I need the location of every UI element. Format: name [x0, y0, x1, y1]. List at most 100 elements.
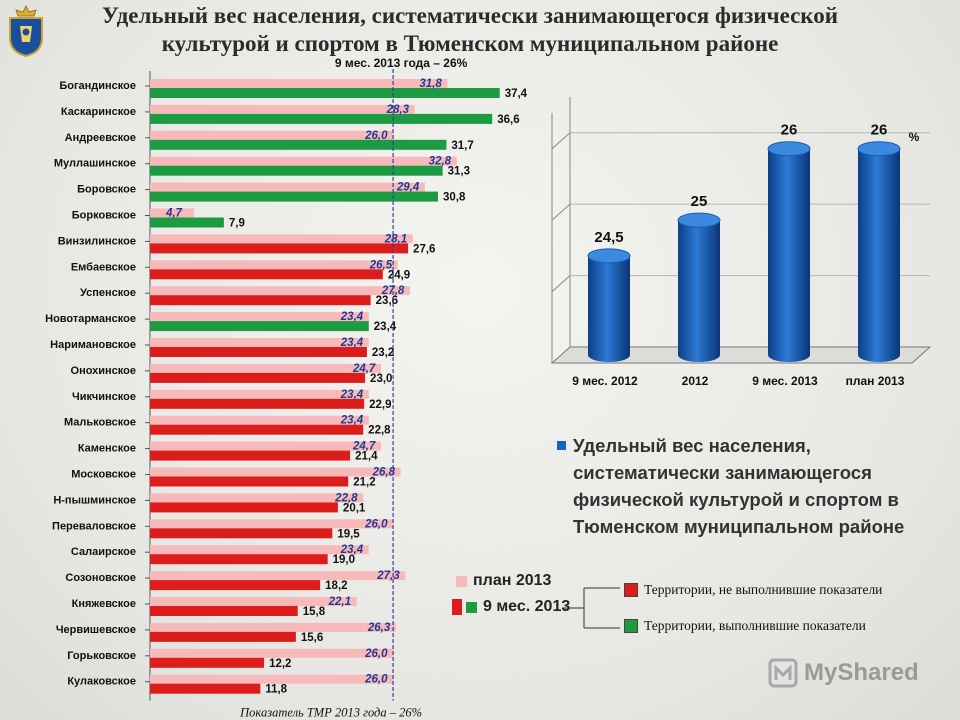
- value-label-actual: 15,6: [301, 632, 323, 644]
- value-label-plan: 31,8: [419, 78, 442, 90]
- value-label-actual: 36,6: [497, 114, 519, 126]
- column-value-label: 24,5: [594, 229, 623, 246]
- bar-plan: [150, 597, 357, 606]
- watermark: MyShared: [768, 658, 919, 688]
- bar-actual: [150, 450, 351, 461]
- column-chart-floor: [550, 346, 932, 364]
- value-label-plan: 26,0: [364, 130, 388, 142]
- category-label: Ембаевское: [71, 261, 136, 273]
- category-label: Муллашинское: [54, 158, 136, 170]
- value-label-actual: 23,2: [372, 347, 394, 359]
- bar-plan: [150, 519, 394, 529]
- status-label-met: Территории, выполнившие показатели: [644, 618, 866, 633]
- column-unit-label: %: [909, 130, 920, 144]
- category-label: Червишевское: [56, 624, 136, 636]
- category-label: Каскаринское: [61, 106, 136, 118]
- column-top: [677, 212, 721, 228]
- category-label: Салаирское: [71, 546, 136, 558]
- category-label: Горьковское: [67, 650, 136, 662]
- column-bar: [677, 212, 721, 362]
- bar-actual: [150, 347, 367, 357]
- value-label-actual: 23,0: [370, 373, 392, 385]
- value-label-plan: 27,3: [376, 570, 400, 582]
- bar-actual: [150, 606, 298, 616]
- value-label-actual: 21,4: [355, 451, 378, 463]
- value-label-plan: 22,1: [328, 596, 351, 608]
- column-top: [587, 248, 631, 264]
- category-label: Московское: [71, 469, 136, 481]
- value-label-plan: 24,7: [352, 363, 376, 375]
- value-label-actual: 21,2: [353, 477, 375, 489]
- value-label-actual: 23,4: [374, 321, 397, 333]
- value-label-plan: 26,0: [364, 674, 388, 686]
- bar-plan: [150, 493, 364, 503]
- gridline-depth: [551, 275, 571, 292]
- bar-plan: [150, 648, 394, 658]
- value-label-plan: 26,0: [364, 518, 388, 530]
- bar-actual: [150, 554, 328, 565]
- value-label-plan: 22,8: [334, 492, 358, 504]
- gridline-depth: [551, 132, 571, 150]
- value-label-plan: 23,4: [340, 415, 364, 427]
- category-label: Винзилинское: [58, 235, 136, 247]
- value-label-plan: 26,8: [372, 467, 396, 479]
- legend-swatch-actual-met: [466, 601, 477, 613]
- column-category-label: 9 мес. 2013: [752, 374, 818, 388]
- value-label-plan: 23,4: [340, 337, 364, 349]
- bar-actual: [150, 683, 261, 694]
- bar-plan: [150, 208, 194, 218]
- bar-plan: [150, 312, 369, 322]
- column-bar: [587, 248, 631, 362]
- status-swatch-not-met: [624, 583, 638, 597]
- value-label-plan: 32,8: [429, 156, 452, 168]
- value-label-actual: 30,8: [443, 192, 466, 204]
- bar-actual: [150, 139, 447, 150]
- category-label: Онохинское: [71, 365, 136, 377]
- value-label-actual: 22,8: [368, 425, 391, 437]
- column-chart-legend: Удельный вес населения, систематически з…: [557, 432, 953, 540]
- gridline-depth: [551, 203, 571, 221]
- value-label-actual: 22,9: [369, 399, 391, 411]
- district-column-chart: 24,5 9 мес. 2012 25 2012 26 9 мес. 2013 26 план…: [550, 97, 932, 388]
- bar-plan: [150, 441, 381, 451]
- bar-plan: [150, 156, 457, 166]
- value-label-actual: 31,7: [451, 140, 473, 152]
- category-label: Борковское: [72, 210, 136, 222]
- bar-plan: [150, 286, 410, 296]
- status-legend-item-not-met: Территории, не выполнившие показатели: [624, 582, 882, 598]
- column-category-label: 2012: [682, 374, 709, 388]
- status-legend-item-met: Территории, выполнившие показатели: [624, 618, 866, 634]
- value-label-actual: 37,4: [505, 88, 528, 100]
- page-title: Удельный вес населения, систематически з…: [102, 3, 838, 56]
- category-label: Каменское: [78, 443, 136, 455]
- bar-actual: [150, 191, 438, 202]
- value-label-plan: 23,4: [340, 311, 364, 323]
- reference-line-top-label: 9 мес. 2013 года – 26%: [335, 56, 468, 70]
- legend-swatch-actual-not-met: [452, 599, 462, 615]
- bar-plan: [150, 571, 406, 581]
- bar-actual: [150, 528, 333, 539]
- category-label: Богандинское: [59, 80, 136, 92]
- category-label: Наримановское: [50, 339, 136, 351]
- bar-chart-legend: план 2013 9 мес. 2013: [452, 568, 572, 620]
- status-label-not-met: Территории, не выполнившие показатели: [644, 582, 883, 597]
- bar-plan: [150, 363, 381, 373]
- value-label-plan: 26,5: [369, 259, 393, 271]
- category-label: Переваловское: [52, 520, 136, 532]
- bar-actual: [150, 321, 369, 332]
- category-label: Княжевское: [72, 598, 136, 610]
- bar-actual: [150, 398, 365, 409]
- bar-plan: [150, 260, 398, 270]
- bar-actual: [150, 580, 321, 591]
- value-label-actual: 23,6: [376, 295, 398, 307]
- value-label-actual: 19,0: [333, 554, 355, 566]
- legend-swatch-column: [557, 441, 566, 450]
- category-label: Успенское: [80, 287, 136, 299]
- value-label-plan: 23,4: [340, 544, 364, 556]
- emblem-icon: [9, 5, 43, 58]
- bar-actual: [150, 165, 443, 176]
- category-label: Новотарманское: [45, 313, 136, 325]
- category-label: Чикчинское: [72, 391, 136, 403]
- column-body: [858, 148, 900, 362]
- bar-plan: [150, 79, 448, 88]
